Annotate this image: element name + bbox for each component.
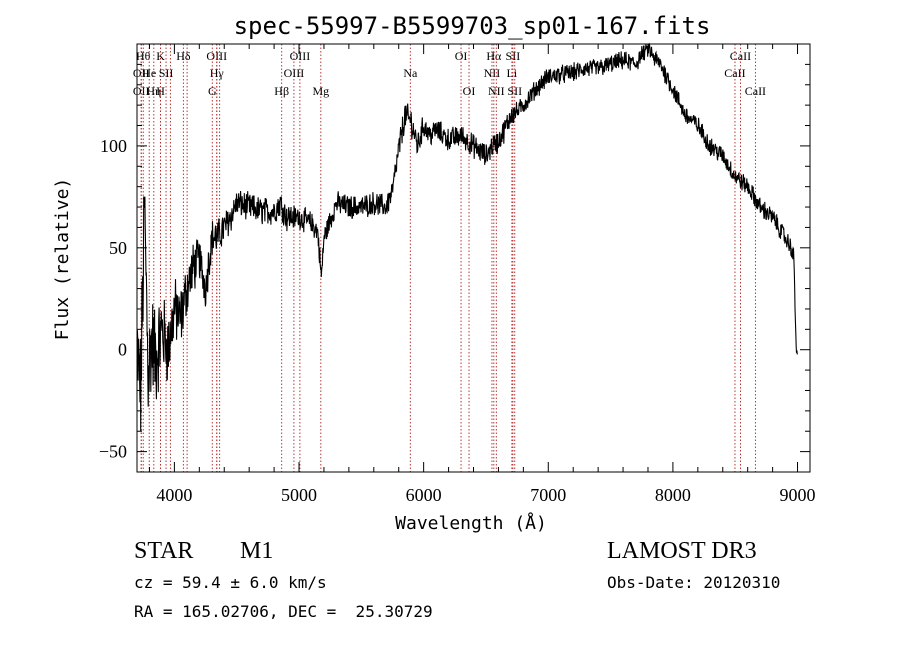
line-label-15: Hβ	[274, 84, 289, 98]
plot-frame	[136, 43, 811, 473]
line-label-26: SII	[506, 49, 521, 63]
spectrum-series	[136, 42, 798, 432]
chart-title: spec-55997-B5599703_sp01-167.fits	[234, 12, 711, 40]
sky-coordinates: RA = 165.02706, DEC = 25.30729	[134, 602, 433, 621]
line-label-17: OIII	[290, 49, 311, 63]
survey-name: LAMOST DR3	[607, 538, 757, 564]
line-label-13: G	[208, 84, 217, 98]
object-subclass: M1	[240, 538, 274, 564]
x-tick-label-5: 9000	[780, 485, 816, 505]
line-label-27: SII	[507, 84, 522, 98]
x-tick-label-4: 8000	[655, 485, 691, 505]
line-label-18: Mg	[312, 84, 329, 98]
x-tick-label-3: 7000	[530, 485, 566, 505]
line-label-29: CaII	[730, 49, 751, 63]
line-label-20: OI	[455, 49, 468, 63]
object-class: STAR	[134, 538, 194, 564]
y-tick-label-1: 0	[118, 340, 127, 360]
line-label-6: H	[156, 84, 165, 98]
line-label-3: He	[142, 66, 156, 80]
redshift-value: cz = 59.4 ± 6.0 km/s	[134, 573, 327, 592]
line-label-7: SII	[159, 66, 174, 80]
x-tick-label-0: 4000	[156, 485, 192, 505]
line-label-25: Li	[507, 66, 518, 80]
x-axis-label: Wavelength (Å)	[395, 512, 547, 534]
line-label-22: NII	[484, 66, 501, 80]
line-label-24: NII	[488, 84, 505, 98]
line-label-19: Na	[403, 66, 418, 80]
line-label-2: Hθ	[136, 49, 151, 63]
axis-ticks: 4000 5000 6000 7000 8000 9000 −50 0 50 100	[99, 44, 816, 505]
y-tick-label-0: −50	[99, 442, 127, 462]
y-tick-label-2: 50	[109, 238, 127, 258]
x-tick-label-1: 5000	[281, 485, 317, 505]
observation-date: Obs-Date: 20120310	[607, 573, 781, 592]
line-label-4: Hη	[146, 84, 161, 98]
line-label-16: OIII	[284, 66, 305, 80]
line-label-30: CaII	[745, 84, 766, 98]
y-tick-label-3: 100	[100, 136, 127, 156]
y-axis-label: Flux (relative)	[52, 178, 73, 341]
line-label-28: CaII	[724, 66, 745, 80]
line-label-23: Hα	[486, 49, 502, 63]
line-label-21: OI	[463, 84, 476, 98]
line-label-12: Hγ	[210, 66, 225, 80]
line-label-9: Hδ	[176, 49, 191, 63]
x-tick-label-2: 6000	[406, 485, 442, 505]
